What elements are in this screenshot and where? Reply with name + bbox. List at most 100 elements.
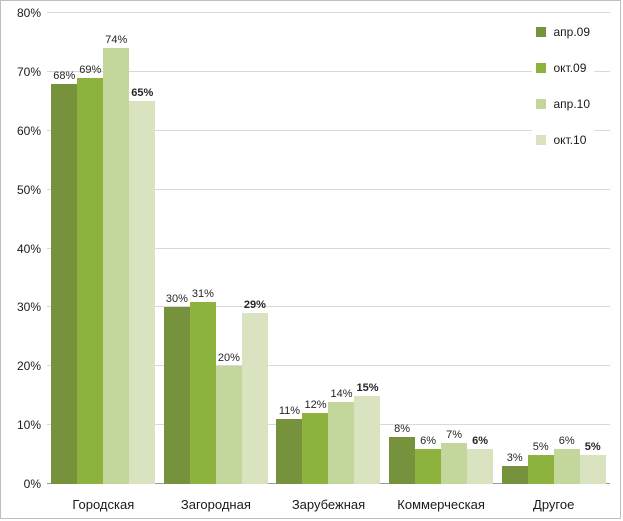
bar-value-label: 14% — [330, 387, 353, 400]
gridline — [47, 247, 610, 249]
bar-value-label: 31% — [191, 287, 214, 300]
bar — [189, 301, 216, 484]
bar — [553, 448, 580, 484]
x-category-label: Зарубежная — [291, 497, 366, 512]
y-tick-label: 20% — [16, 359, 41, 374]
bar — [215, 366, 242, 484]
bar — [163, 307, 190, 484]
gridline — [47, 306, 610, 308]
legend-label: окт.10 — [553, 133, 587, 147]
legend-item: апр.09 — [536, 25, 590, 39]
y-tick-label: 40% — [16, 241, 41, 256]
y-tick-label: 60% — [16, 123, 41, 138]
bar — [241, 313, 268, 484]
y-tick-label: 80% — [16, 6, 41, 20]
bar — [354, 395, 381, 484]
bar-value-label: 69% — [79, 63, 102, 76]
bar-column: 5% — [579, 13, 606, 484]
legend-swatch-icon — [536, 63, 547, 73]
bar-group: 3% 5% 6% 5% — [497, 13, 610, 484]
y-tick-label: 50% — [16, 182, 41, 197]
bar-group: 68% 69% 74% 65% — [47, 13, 160, 484]
x-axis-labels: Городская Загородная Зарубежная Коммерческа… — [47, 497, 610, 512]
bar — [501, 466, 528, 484]
gridline — [47, 365, 610, 367]
bar-value-label: 8% — [394, 422, 411, 435]
bar — [276, 419, 303, 484]
y-tick-label: 70% — [16, 64, 41, 79]
bar-value-label: 11% — [278, 405, 301, 418]
legend-item: окт.10 — [536, 133, 590, 147]
bar — [467, 448, 494, 484]
bar-column: 30% — [163, 13, 190, 484]
bar-column: 3% — [501, 13, 528, 484]
bar-group: 8% 6% 7% 6% — [385, 13, 498, 484]
bar-column: 11% — [276, 13, 303, 484]
legend-label: апр.10 — [553, 97, 590, 111]
bar-column: 5% — [527, 13, 554, 484]
bar-value-label: 12% — [304, 399, 327, 412]
bar — [103, 48, 130, 484]
bar-column: 29% — [241, 13, 268, 484]
bar-value-label: 5% — [584, 440, 601, 453]
gridline — [47, 129, 610, 131]
bar — [302, 413, 329, 484]
bar-value-label: 68% — [53, 69, 76, 82]
bar — [441, 442, 468, 484]
bar — [77, 77, 104, 484]
bar-column: 6% — [553, 13, 580, 484]
y-tick-label: 10% — [16, 418, 41, 433]
bar-value-label: 5% — [532, 440, 549, 453]
bar-value-label: 3% — [506, 452, 523, 465]
bar-column: 31% — [189, 13, 216, 484]
bar-value-label: 6% — [558, 434, 575, 447]
legend-label: апр.09 — [553, 25, 590, 39]
bar-value-label: 20% — [217, 352, 240, 365]
x-category-label: Загородная — [180, 497, 251, 512]
legend-item: апр.10 — [536, 97, 590, 111]
x-category-label: Городская — [72, 497, 135, 512]
bars-layer: 68% 69% 74% 65% 30% 31% 20% 29% 11% 12% 14% 15% 8% 6%… — [47, 13, 610, 484]
bar-column: 15% — [354, 13, 381, 484]
bar-column: 12% — [302, 13, 329, 484]
y-tick-label: 30% — [16, 300, 41, 315]
bar-value-label: 15% — [356, 381, 379, 394]
bar-value-label: 6% — [420, 434, 437, 447]
bar-value-label: 65% — [131, 87, 154, 100]
legend-item: окт.09 — [536, 61, 590, 75]
bar — [129, 101, 156, 484]
bar-value-label: 74% — [105, 34, 128, 47]
x-category-label: Коммерческая — [397, 497, 485, 512]
legend: апр.09 окт.09 апр.10 окт.10 — [532, 23, 594, 149]
plot-area: 0% 10% 20% 30% 40% 50% 60% 70% 80% 68% 69% 74% 65% 3… — [17, 6, 610, 491]
bar — [328, 401, 355, 484]
bar-column: 68% — [51, 13, 78, 484]
legend-swatch-icon — [536, 27, 547, 37]
bar-value-label: 6% — [472, 434, 489, 447]
bar-column: 7% — [441, 13, 468, 484]
bar-column: 8% — [389, 13, 416, 484]
bar-group: 30% 31% 20% 29% — [160, 13, 273, 484]
bar — [51, 83, 78, 484]
x-category-label: Другое — [533, 497, 575, 512]
bar — [415, 448, 442, 484]
bar-value-label: 29% — [243, 299, 266, 312]
bar-value-label: 30% — [165, 293, 188, 306]
bar-column: 14% — [328, 13, 355, 484]
legend-swatch-icon — [536, 99, 547, 109]
bar — [579, 454, 606, 484]
bar-column: 6% — [415, 13, 442, 484]
bar-column: 65% — [129, 13, 156, 484]
bar-column: 69% — [77, 13, 104, 484]
gridline — [47, 12, 610, 13]
bar-column: 74% — [103, 13, 130, 484]
bar-value-label: 7% — [446, 428, 463, 441]
y-tick-label: 0% — [23, 477, 41, 491]
bar-group: 11% 12% 14% 15% — [272, 13, 385, 484]
bar — [389, 436, 416, 484]
bar — [527, 454, 554, 484]
legend-label: окт.09 — [553, 61, 587, 75]
bar-column: 20% — [215, 13, 242, 484]
gridline — [47, 188, 610, 190]
